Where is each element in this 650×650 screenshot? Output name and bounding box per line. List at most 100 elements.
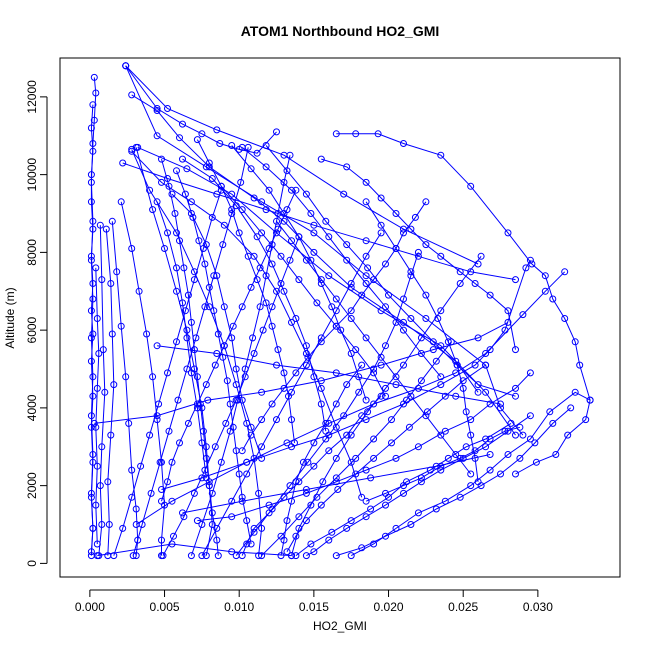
data-point [155,400,163,408]
data-point [128,466,136,474]
data-point [176,439,183,447]
data-point [352,454,360,462]
data-point [164,369,171,377]
data-point [210,272,218,280]
data-point [110,381,118,389]
data-point [149,206,157,214]
x-axis-label: HO2_GMI [313,619,367,633]
data-point [332,474,340,482]
data-point [310,221,318,229]
data-point [429,338,437,346]
data-point [364,264,372,272]
data-point [183,365,191,373]
data-point [302,489,310,497]
series-52 [179,451,494,517]
series-line [90,104,94,552]
data-point [546,408,554,416]
data-point [214,330,222,338]
data-point [288,318,295,326]
data-point [471,361,479,369]
data-point [317,400,325,408]
data-point [347,307,355,315]
data-point [253,149,261,157]
y-tick-label: 10000 [25,158,39,192]
series-6 [134,143,519,439]
data-point [310,373,318,381]
data-point [108,330,116,338]
data-point [362,466,370,474]
data-point [113,268,121,276]
data-point [343,163,351,171]
data-point [158,536,165,544]
data-point [497,400,504,408]
data-point [317,334,325,342]
data-point [362,237,370,245]
data-point [328,528,336,536]
data-point [325,536,333,544]
data-point [400,482,407,490]
data-point [93,552,101,560]
data-point [262,272,270,280]
data-point [262,299,270,307]
data-point [256,264,264,272]
data-point [228,497,236,505]
data-point [516,454,524,462]
data-point [286,151,294,159]
y-tick-label: 2000 [25,472,39,499]
data-point [382,501,389,509]
data-point [407,268,415,276]
data-point [208,509,216,517]
data-point [87,334,95,342]
data-point [512,346,519,354]
data-point [471,447,479,455]
data-point [179,120,186,128]
series-19 [292,419,515,560]
data-point [343,241,351,249]
data-point [422,198,430,206]
data-point [217,186,225,194]
data-point [228,210,236,217]
data-point [504,229,512,237]
data-point [159,552,167,560]
data-point [437,252,445,260]
data-point [286,256,294,264]
data-point [417,350,425,357]
data-point [367,505,375,513]
data-point [288,237,295,245]
data-point [362,178,370,186]
series-line [336,133,591,475]
data-point [89,330,97,338]
data-point [199,245,207,252]
data-point [90,419,98,427]
data-point [313,493,321,501]
data-point [189,213,197,221]
data-point [158,497,165,505]
series-line [176,170,252,545]
data-point [164,229,171,237]
data-point [474,388,482,396]
data-point [370,540,378,548]
data-point [377,392,385,400]
data-point [310,548,318,556]
y-tick-label: 8000 [25,239,39,266]
data-point [158,486,165,493]
series-27 [217,182,389,400]
data-point [280,178,288,186]
data-point [512,470,519,478]
data-point [274,346,282,354]
data-point [343,431,351,439]
data-point [268,322,276,330]
series-line [131,149,263,556]
data-point [299,458,307,466]
series-line [137,146,516,436]
data-point [377,194,385,202]
data-point [238,303,246,311]
data-point [302,256,310,264]
data-point [173,167,180,175]
data-point [377,353,385,361]
data-point [89,295,97,303]
data-point [134,536,142,544]
series-line [113,190,222,556]
data-point [340,190,348,198]
data-point [99,346,107,354]
